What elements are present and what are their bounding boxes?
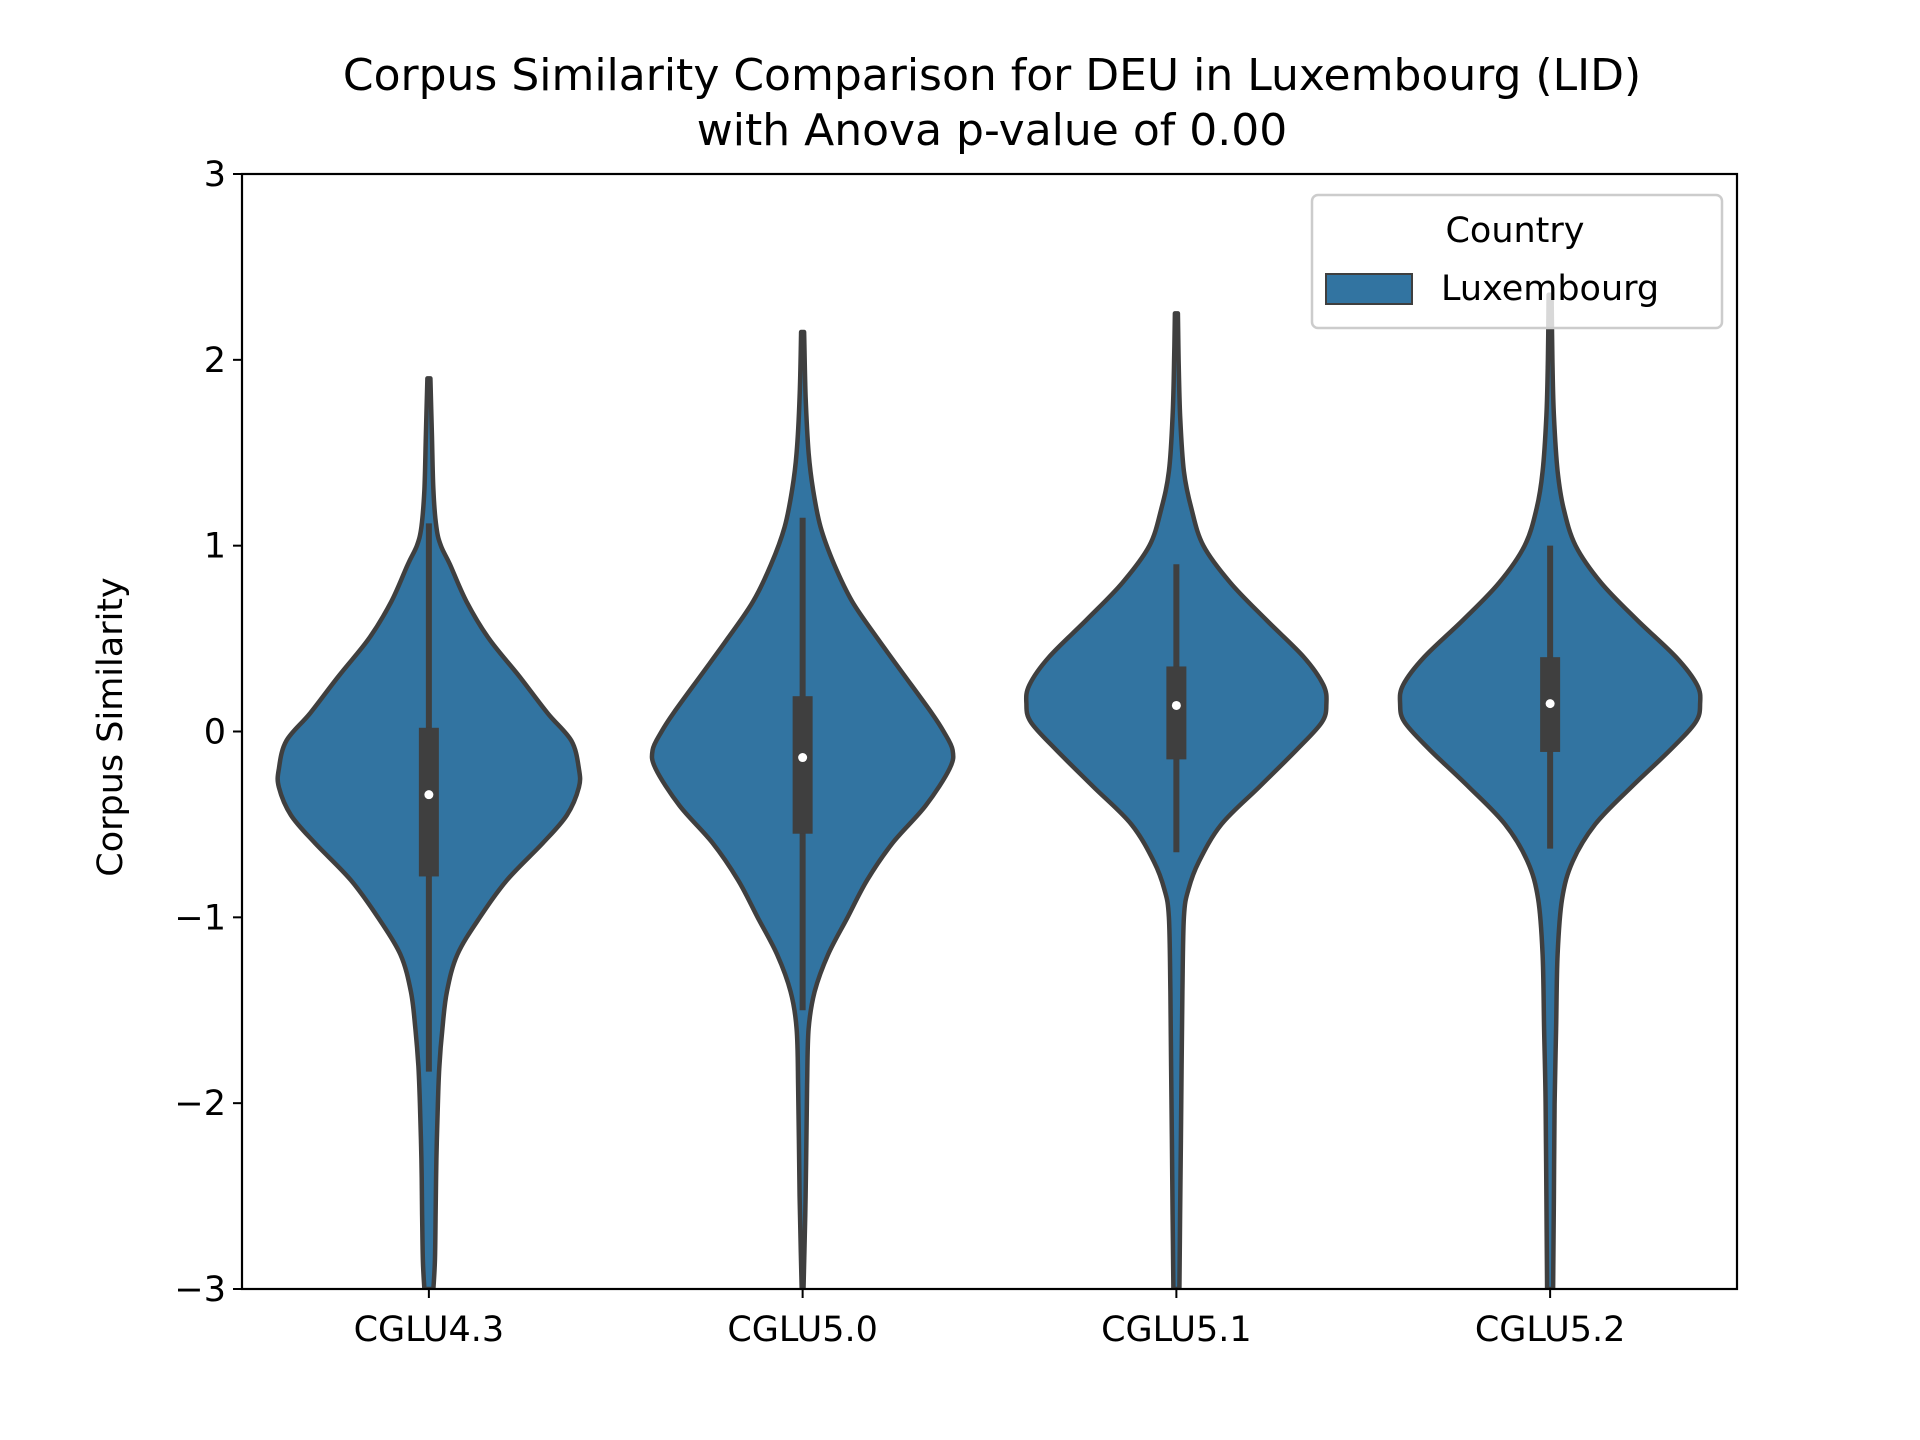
x-tick-label: CGLU4.3 bbox=[354, 1310, 505, 1350]
y-tick-label: −3 bbox=[174, 1270, 226, 1310]
legend-frame bbox=[1310, 193, 1724, 330]
legend: Country Luxembourg bbox=[1310, 193, 1724, 330]
median-dot-cglu5-2 bbox=[1545, 699, 1555, 709]
legend-label-luxembourg: Luxembourg bbox=[1441, 269, 1659, 309]
legend-title: Country bbox=[1445, 211, 1584, 251]
iqr-box-cglu5-0 bbox=[792, 696, 813, 834]
y-tick-label: 3 bbox=[204, 155, 226, 195]
violin-layer bbox=[275, 292, 1703, 1289]
median-dot-cglu5-1 bbox=[1171, 700, 1181, 710]
axes: −3 −2 −1 0 1 2 3 CGLU4.3 CGLU5.0 CGLU5.1 CGLU5.2 bbox=[174, 155, 1739, 1350]
chart-subtitle: with Anova p-value of 0.00 bbox=[697, 105, 1287, 156]
iqr-box-cglu4-3 bbox=[418, 727, 439, 877]
median-dot-cglu5-0 bbox=[798, 753, 808, 763]
y-tick-label: 2 bbox=[204, 341, 226, 381]
x-tick-label: CGLU5.1 bbox=[1101, 1310, 1252, 1350]
y-axis-label: Corpus Similarity bbox=[91, 577, 131, 876]
legend-swatch-luxembourg bbox=[1325, 273, 1413, 305]
chart-title: Corpus Similarity Comparison for DEU in … bbox=[343, 50, 1641, 101]
iqr-box-cglu5-1 bbox=[1166, 666, 1187, 760]
y-tick-label: −2 bbox=[174, 1084, 226, 1124]
y-tick-label: 1 bbox=[204, 527, 226, 567]
y-tick-label: −1 bbox=[174, 898, 226, 938]
x-tick-label: CGLU5.2 bbox=[1475, 1310, 1626, 1350]
x-tick-label: CGLU5.0 bbox=[727, 1310, 878, 1350]
y-tick-label: 0 bbox=[204, 713, 226, 753]
median-dot-cglu4-3 bbox=[424, 790, 434, 800]
